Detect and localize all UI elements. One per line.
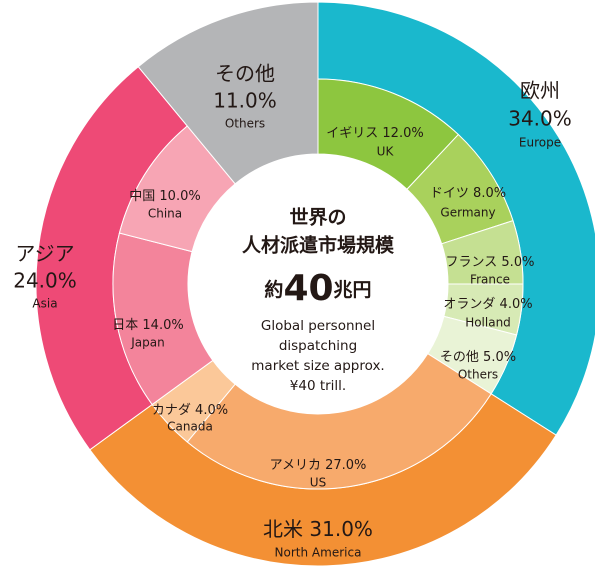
segment-value: 4.0% <box>495 297 532 312</box>
segment-label: ドイツ 8.0% <box>430 186 506 201</box>
segment-name-en: US <box>310 476 326 490</box>
segment-name-en: Japan <box>130 336 164 350</box>
segment-name-en: UK <box>377 145 395 159</box>
segment-name-en: Germany <box>440 206 495 220</box>
segment-name: 北米 <box>263 517 303 541</box>
segment-name-en: Canada <box>167 420 213 434</box>
segment-value: 5.0% <box>497 255 534 270</box>
segment-label: イギリス 12.0% <box>326 126 423 141</box>
segment-name: イギリス <box>326 126 378 141</box>
segment-name: フランス <box>446 255 498 270</box>
segment-value: 10.0% <box>155 189 200 204</box>
segment-name: アメリカ <box>270 458 321 473</box>
segment-value: 12.0% <box>378 126 423 141</box>
center-english: market size approx. <box>251 358 384 374</box>
rings <box>35 1 595 567</box>
segment-value: 27.0% <box>321 458 366 473</box>
segment-label: カナダ 4.0% <box>152 403 228 418</box>
segment-name: 中国 <box>129 189 155 204</box>
center-title: 世界の <box>289 207 346 229</box>
group-name-en: Asia <box>32 297 57 311</box>
amount-number: 40 <box>283 268 333 309</box>
segment-name: 日本 <box>112 318 138 333</box>
center-english: dispatching <box>279 338 357 354</box>
group-name: 欧州 <box>520 79 560 103</box>
group-value: 11.0% <box>213 89 277 113</box>
segment-label: 北米 31.0% <box>263 517 373 541</box>
group-name-en: North America <box>275 546 362 560</box>
segment-name: その他 <box>440 350 479 365</box>
group-name-en: Others <box>225 117 265 131</box>
center-amount: 約40兆円 <box>264 268 371 309</box>
segment-name-en: China <box>148 207 182 221</box>
segment-label: その他 5.0% <box>440 350 516 365</box>
segment-name: カナダ <box>152 403 191 418</box>
labels: イギリス 12.0% UK ドイツ 8.0% Germany フランス 5.0% Fran… <box>13 62 572 560</box>
center-hole <box>188 154 448 414</box>
segment-name: ドイツ <box>430 186 469 201</box>
segment-label: フランス 5.0% <box>446 255 535 270</box>
center-english: Global personnel <box>261 318 375 334</box>
segment-value: 8.0% <box>469 186 506 201</box>
outer-segment <box>137 1 319 185</box>
group-name: その他 <box>215 62 275 86</box>
segment-value: 4.0% <box>191 403 228 418</box>
segment-label: 中国 10.0% <box>129 189 200 204</box>
group-name-en: Europe <box>519 136 561 150</box>
segment-value: 31.0% <box>303 517 373 541</box>
center: 世界の 人材派遣市場規模 約40兆円 Global personnel disp… <box>242 207 395 395</box>
amount-prefix: 約 <box>264 278 283 301</box>
center-title: 人材派遣市場規模 <box>242 234 395 257</box>
segment-name-en: Others <box>458 368 498 382</box>
segment-value: 5.0% <box>479 350 516 365</box>
segment-name-en: France <box>470 273 510 287</box>
segment-name-en: Holland <box>465 316 511 330</box>
center-english: ¥40 trill. <box>290 378 346 394</box>
segment-label: アメリカ 27.0% <box>270 458 367 473</box>
segment-label: オランダ 4.0% <box>443 297 532 312</box>
inner-segment <box>186 352 492 490</box>
segment-value: 14.0% <box>138 318 183 333</box>
amount-suffix: 兆円 <box>334 279 372 301</box>
group-value: 24.0% <box>13 269 77 293</box>
group-name: アジア <box>15 242 74 266</box>
group-value: 34.0% <box>508 107 572 131</box>
segment-label: 日本 14.0% <box>112 318 183 333</box>
segment-name: オランダ <box>443 297 495 312</box>
